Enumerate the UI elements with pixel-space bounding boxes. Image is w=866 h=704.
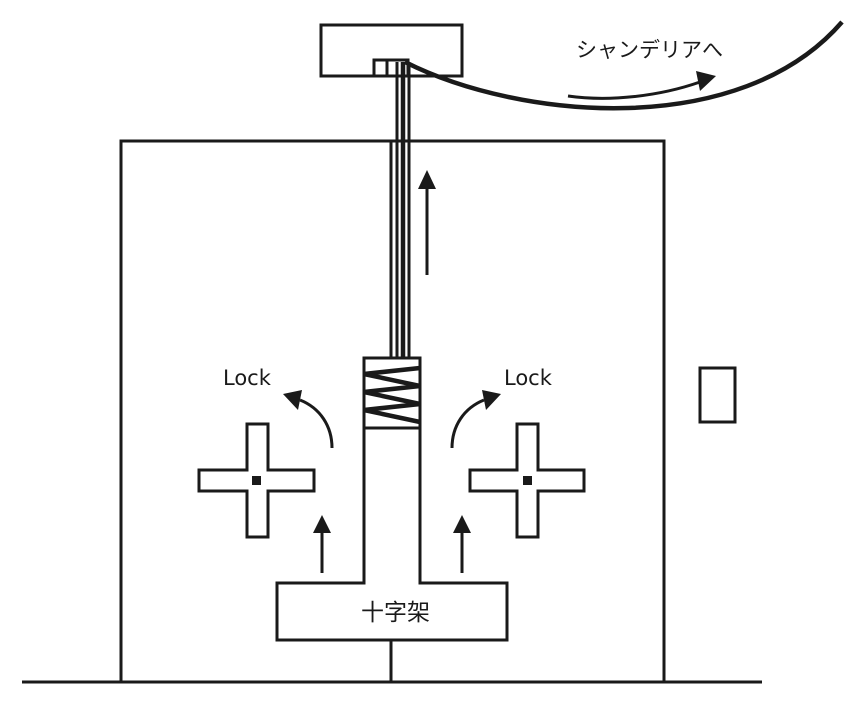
rod-up-arrowhead-icon [418, 170, 436, 189]
chandelier-arrow-shaft [567, 80, 701, 100]
spring-icon [363, 365, 421, 425]
ceiling-mount [319, 23, 464, 78]
right-lock-arrow-shaft [450, 398, 485, 449]
plunger-stem-and-base [275, 428, 509, 642]
left-cross-lock [197, 422, 316, 539]
rope-to-chandelier [403, 20, 844, 111]
right-cross-lock [468, 422, 586, 539]
chandelier-label: シャンデリアへ [576, 38, 723, 62]
left-cross-pivot-icon [252, 476, 261, 485]
right-push-arrowhead-icon [453, 515, 471, 533]
door-handle [698, 366, 737, 424]
right-cross-pivot-icon [523, 476, 532, 485]
crossbar-label: 十字架 [361, 600, 430, 626]
right-lock-arrowhead-icon [482, 390, 501, 410]
left-lock-arrowhead-icon [283, 390, 302, 410]
lock-label-left: Lock [223, 366, 272, 390]
chandelier-arrowhead-icon [696, 71, 716, 91]
lock-label-right: Lock [504, 366, 553, 390]
left-push-arrowhead-icon [313, 515, 331, 533]
left-lock-arrow-shaft [299, 398, 334, 449]
